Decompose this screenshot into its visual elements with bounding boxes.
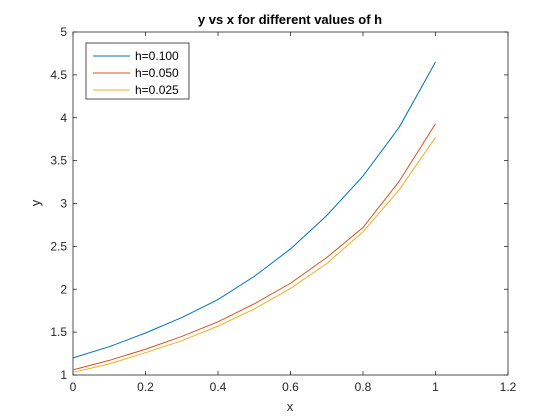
x-tick-label: 0.4 (210, 380, 227, 394)
x-axis: 0 0.2 0.4 0.6 0.8 1 1.2 (70, 32, 517, 394)
y-tick-label: 3.5 (50, 154, 67, 168)
y-tick-label: 4.5 (50, 68, 67, 82)
legend: h=0.100 h=0.050 h=0.025 (85, 42, 190, 100)
y-tick-label: 4 (60, 111, 67, 125)
legend-label-1: h=0.050 (135, 66, 179, 80)
y-axis-label: y (28, 199, 43, 206)
y-tick-label: 1 (60, 368, 67, 382)
series-line-0 (72, 61, 436, 359)
legend-label-0: h=0.100 (135, 49, 179, 63)
chart-title: y vs x for different values of h (198, 12, 382, 27)
x-tick-label: 0.2 (137, 380, 154, 394)
y-tick-label: 5 (60, 25, 67, 39)
y-tick-label: 1.5 (50, 325, 67, 339)
series-lines (72, 61, 436, 373)
x-tick-label: 0.8 (355, 380, 372, 394)
y-tick-label: 3 (60, 197, 67, 211)
y-tick-label: 2.5 (50, 239, 67, 253)
x-tick-label: 0.6 (282, 380, 299, 394)
y-tick-label: 2 (60, 282, 67, 296)
x-tick-label: 1.2 (500, 380, 517, 394)
x-tick-label: 1 (432, 380, 439, 394)
x-tick-label: 0 (70, 380, 77, 394)
x-axis-label: x (287, 399, 294, 414)
series-line-1 (72, 123, 436, 371)
series-line-2 (72, 137, 436, 373)
legend-label-2: h=0.025 (135, 83, 179, 97)
y-axis: 1 1.5 2 2.5 3 3.5 4 4.5 5 (50, 25, 508, 382)
